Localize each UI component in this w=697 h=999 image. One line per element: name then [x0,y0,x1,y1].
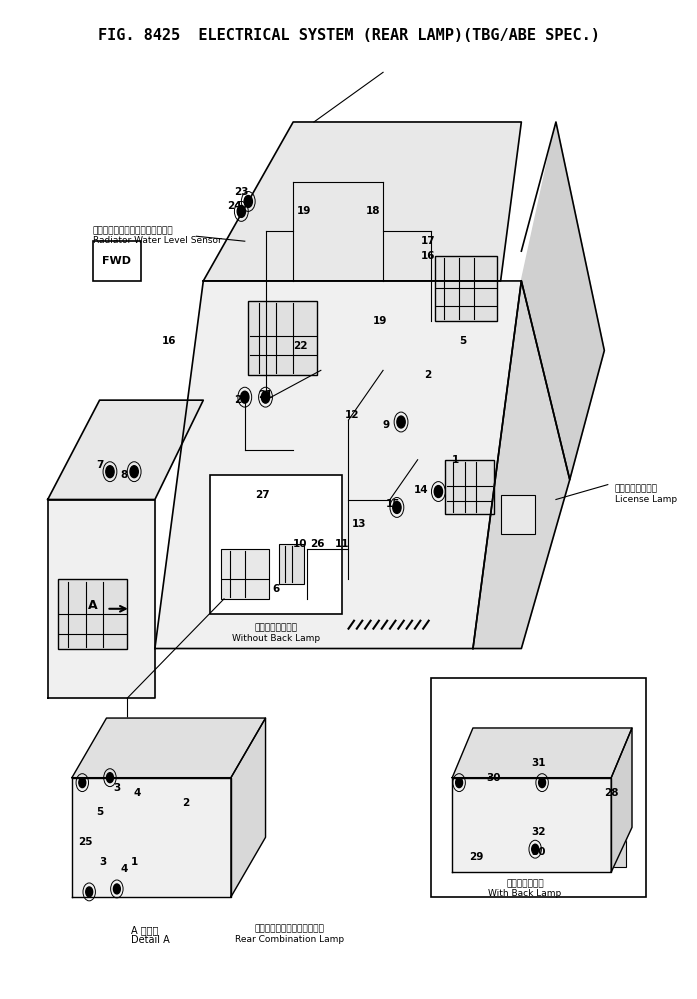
Text: 16: 16 [421,251,435,261]
Polygon shape [473,281,569,648]
Polygon shape [611,728,632,872]
Polygon shape [452,728,632,777]
Text: 18: 18 [365,207,380,217]
Text: 31: 31 [531,758,546,768]
Text: With Back Lamp: With Back Lamp [488,889,562,898]
Text: 17: 17 [421,236,436,246]
Polygon shape [155,281,521,648]
Text: 8: 8 [120,470,128,480]
Bar [248,301,317,376]
Polygon shape [72,718,266,777]
Text: 30: 30 [487,772,501,782]
Circle shape [130,466,138,478]
Text: FWD: FWD [102,256,131,266]
Text: A 部詳細: A 部詳細 [131,925,158,935]
Text: 30: 30 [531,847,546,857]
Bar [599,782,627,867]
Text: 22: 22 [293,341,307,351]
Circle shape [244,196,252,208]
Text: 2: 2 [424,371,431,381]
Circle shape [532,844,539,854]
Text: 28: 28 [604,787,618,797]
Text: Rear Combination Lamp: Rear Combination Lamp [235,935,344,944]
Text: 4: 4 [120,864,128,874]
Circle shape [107,772,114,782]
Bar [141,842,190,892]
Text: 10: 10 [293,539,307,549]
Text: 6: 6 [273,583,279,594]
Circle shape [392,501,401,513]
Text: 29: 29 [469,852,484,862]
Text: 24: 24 [227,202,242,212]
Bar [500,495,535,534]
Circle shape [434,486,443,498]
Text: Without Back Lamp: Without Back Lamp [232,633,320,642]
Circle shape [86,887,93,897]
Text: ライセンスランプ: ライセンスランプ [615,485,658,494]
Circle shape [240,392,249,404]
Text: 32: 32 [531,827,546,837]
Text: FIG. 8425  ELECTRICAL SYSTEM (REAR LAMP)(TBG/ABE SPEC.): FIG. 8425 ELECTRICAL SYSTEM (REAR LAMP)(… [98,28,599,43]
Text: リヤコンビネーションランプ: リヤコンビネーションランプ [255,925,325,934]
Circle shape [539,777,546,787]
Text: 23: 23 [234,187,249,197]
Text: Radiator Water Level Sensor: Radiator Water Level Sensor [93,236,222,245]
Polygon shape [47,500,155,698]
Bar [210,475,342,613]
Polygon shape [72,777,231,897]
Text: 5: 5 [459,336,466,346]
Bar [435,256,497,321]
Bar [445,460,493,514]
Text: 5: 5 [96,807,103,817]
Bar [58,579,128,648]
Text: Detail A: Detail A [131,935,169,945]
Text: 2: 2 [183,797,190,807]
Circle shape [114,884,121,894]
Text: 25: 25 [79,837,93,847]
Text: ラジエータウォータレベルセンサ: ラジエータウォータレベルセンサ [93,227,174,236]
Text: 21: 21 [259,391,273,401]
Circle shape [456,777,463,787]
Text: 12: 12 [345,410,359,420]
Circle shape [397,416,405,428]
Circle shape [106,466,114,478]
Circle shape [79,777,86,787]
Text: バックランプ付: バックランプ付 [506,879,544,888]
Text: License Lamp: License Lamp [615,495,677,503]
Text: 9: 9 [383,420,390,430]
Bar [483,782,594,867]
Bar [431,678,646,897]
Text: 11: 11 [335,539,348,549]
Bar [93,241,141,281]
Text: 7: 7 [96,460,103,470]
Text: 3: 3 [100,857,107,867]
Text: 19: 19 [372,316,387,326]
Circle shape [237,206,245,218]
Bar [220,549,269,598]
Text: 27: 27 [255,490,269,500]
Text: 15: 15 [386,500,401,509]
Text: 14: 14 [414,485,429,495]
Text: 1: 1 [130,857,138,867]
Text: 3: 3 [113,782,121,792]
Text: 13: 13 [351,519,366,529]
Bar [279,544,304,584]
Text: A: A [88,599,98,612]
Text: 1: 1 [452,455,459,465]
Polygon shape [231,718,266,897]
Polygon shape [204,122,521,281]
Polygon shape [521,122,604,480]
Circle shape [261,392,270,404]
Polygon shape [452,777,611,872]
Text: 16: 16 [162,336,176,346]
Text: バックランプなし: バックランプなし [254,623,298,632]
Text: 4: 4 [134,787,141,797]
Text: 19: 19 [296,207,311,217]
Text: 26: 26 [310,539,325,549]
Text: 20: 20 [234,396,249,406]
Polygon shape [47,401,204,500]
